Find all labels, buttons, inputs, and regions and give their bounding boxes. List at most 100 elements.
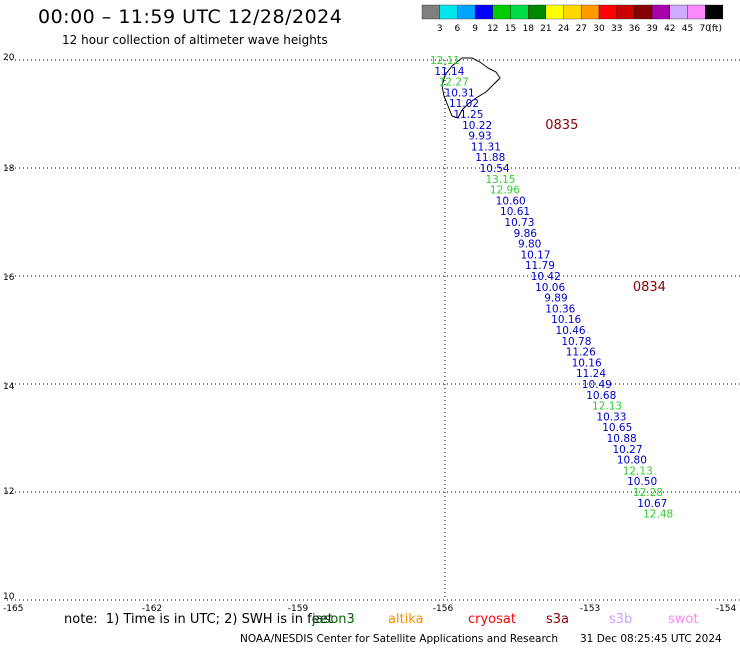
wave-height-label: 11.26 xyxy=(566,347,596,359)
colorbar-label: 36 xyxy=(629,24,641,34)
wave-height-label: 10.27 xyxy=(612,444,642,456)
colorbar-label: 39 xyxy=(646,24,658,34)
wave-height-label: 9.93 xyxy=(468,131,491,143)
y-tick-label: 20 xyxy=(3,53,15,63)
colorbar-label: 45 xyxy=(682,24,693,34)
wave-height-label: 11.25 xyxy=(453,109,483,121)
wave-height-label: 10.16 xyxy=(551,314,581,326)
colorbar-label: 24 xyxy=(558,24,570,34)
colorbar-swatch xyxy=(581,4,600,20)
footer-note: note: 1) Time is in UTC; 2) SWH is in fe… xyxy=(64,612,333,627)
wave-height-label: 11.14 xyxy=(434,66,464,78)
satellite-legend: jason3 altika cryosat s3a s3b swot xyxy=(0,612,740,628)
chart-subtitle: 12 hour collection of altimeter wave hei… xyxy=(62,33,328,47)
x-tick-label: -162 xyxy=(142,604,162,614)
satellite-legend-item: cryosat xyxy=(468,612,516,627)
x-tick-label: -165 xyxy=(3,604,23,614)
wave-height-label: 12.48 xyxy=(643,509,673,521)
wave-height-label: 10.33 xyxy=(596,411,626,423)
wave-height-label: 11.31 xyxy=(471,141,501,153)
wave-height-label: 10.49 xyxy=(582,379,612,391)
colorbar-swatch xyxy=(563,4,582,20)
colorbar-unit: (ft) xyxy=(708,24,722,34)
wave-height-label: 10.67 xyxy=(637,498,667,510)
colorbar-swatch xyxy=(421,4,440,20)
y-tick-label: 16 xyxy=(3,273,15,283)
wave-height-label: 10.68 xyxy=(586,390,616,402)
colorbar-swatch xyxy=(474,4,493,20)
wave-height-label: 12.13 xyxy=(623,465,653,477)
grid-lines xyxy=(7,59,740,601)
colorbar-swatch xyxy=(545,4,564,20)
colorbar-label: 70 xyxy=(699,24,711,34)
y-tick-label: 10 xyxy=(3,592,15,602)
wave-height-label: 10.61 xyxy=(500,206,530,218)
wave-height-label: 9.86 xyxy=(514,228,538,240)
big-island-outline xyxy=(441,57,501,119)
colorbar-swatch xyxy=(669,4,688,20)
wave-height-label: 10.46 xyxy=(556,325,586,337)
y-tick-label: 18 xyxy=(3,164,15,174)
wave-height-label: 10.88 xyxy=(607,433,637,445)
wave-height-label: 12.96 xyxy=(490,185,520,197)
data-labels: 12.1111.1412.2710.3111.0211.2510.229.931… xyxy=(430,55,673,521)
wave-height-label: 10.80 xyxy=(617,455,647,467)
wave-height-label: 10.60 xyxy=(496,195,526,207)
y-tick-label: 12 xyxy=(3,487,14,497)
colorbar-label: 12 xyxy=(487,24,498,34)
colorbar-label: 42 xyxy=(664,24,675,34)
satellite-legend-item: s3a xyxy=(546,612,570,627)
colorbar: 3 6 9 12 15 18 21 24 27 30 33 36 39 42 45 70(ft) xyxy=(421,4,724,34)
wave-height-label: 12.13 xyxy=(592,401,622,413)
wave-height-label: 10.54 xyxy=(480,163,510,175)
wave-height-label: 10.42 xyxy=(531,271,561,283)
satellite-legend-item: swot xyxy=(668,612,699,627)
colorbar-label: 30 xyxy=(593,24,605,34)
x-tick-label: -156 xyxy=(433,604,454,614)
chart-title: 00:00 – 11:59 UTC 12/28/2024 xyxy=(38,6,343,28)
x-tick-label: -159 xyxy=(288,604,309,614)
axis-ticks: -165 -162 -159 -156 -153 -154 20 18 16 14 12 10 xyxy=(3,53,736,614)
colorbar-label: 3 xyxy=(437,24,443,34)
colorbar-swatch xyxy=(705,4,724,20)
colorbar-swatch xyxy=(598,4,617,20)
wave-height-label: 10.73 xyxy=(504,217,534,229)
satellite-legend-item: s3b xyxy=(609,612,633,627)
wave-height-label: 10.17 xyxy=(520,249,550,261)
wave-height-label: 10.06 xyxy=(535,282,565,294)
colorbar-swatch xyxy=(528,4,547,20)
wave-height-label: 9.80 xyxy=(518,239,541,251)
credit-line: NOAA/NESDIS Center for Satellite Applica… xyxy=(240,633,558,645)
x-tick-label: -154 xyxy=(716,604,737,614)
colorbar-label: 33 xyxy=(611,24,622,34)
wave-height-label: 11.88 xyxy=(475,152,505,164)
colorbar-swatch xyxy=(457,4,476,20)
wave-height-label: 10.22 xyxy=(462,120,492,132)
wave-height-label: 10.78 xyxy=(561,336,591,348)
wave-height-label: 12.27 xyxy=(439,77,469,89)
y-tick-label: 14 xyxy=(3,382,15,392)
wave-height-label: 10.65 xyxy=(602,422,632,434)
wave-height-label: 12.28 xyxy=(633,487,663,499)
generated-timestamp: 31 Dec 08:25:45 UTC 2024 xyxy=(580,633,722,645)
wave-height-label: 10.36 xyxy=(545,303,575,315)
pass-time-label: 0835 xyxy=(545,118,578,133)
colorbar-label: 18 xyxy=(522,24,534,34)
wave-height-label: 11.02 xyxy=(449,98,479,110)
wave-height-label: 12.11 xyxy=(430,55,460,67)
colorbar-label: 9 xyxy=(472,24,478,34)
wave-height-label: 10.31 xyxy=(445,87,475,99)
colorbar-swatch xyxy=(510,4,529,20)
colorbar-swatch xyxy=(634,4,653,20)
wave-height-label: 10.50 xyxy=(627,476,657,488)
colorbar-label: 15 xyxy=(505,24,516,34)
wave-height-label: 13.15 xyxy=(485,174,515,186)
x-tick-label: -153 xyxy=(580,604,600,614)
satellite-legend-item: altika xyxy=(388,612,424,627)
colorbar-label: 6 xyxy=(455,24,461,34)
colorbar-label: 21 xyxy=(540,24,551,34)
colorbar-swatch xyxy=(439,4,458,20)
colorbar-swatch xyxy=(492,4,511,20)
wave-height-label: 9.89 xyxy=(544,293,567,305)
